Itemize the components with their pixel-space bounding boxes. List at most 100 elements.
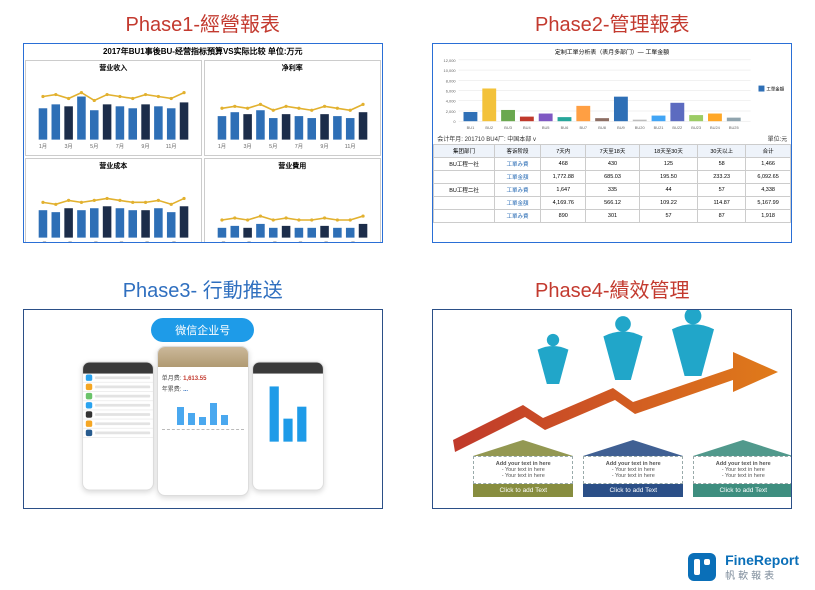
mini-chart: 营业成本1月3月5月7月9月11月 [25,158,202,243]
phase2-caption-right: 單位:元 [764,133,792,144]
svg-text:BU3: BU3 [504,125,512,130]
svg-text:4,000: 4,000 [446,99,457,104]
svg-text:2,000: 2,000 [446,109,457,114]
svg-text:BU24: BU24 [710,125,721,130]
table-row: BU工程一社工單み費468430125581,466 [434,158,791,171]
svg-text:11月: 11月 [166,143,177,150]
phase1-cell: Phase1-經營報表 2017年BU1事後BU-经营指标預算VS实际比较 单位… [18,8,388,264]
svg-text:BU4: BU4 [523,125,531,130]
phone-left [82,362,154,491]
phase1-title: Phase1-經營報表 [126,8,281,37]
svg-text:工單金額: 工單金額 [767,86,785,93]
svg-text:BU20: BU20 [635,125,646,130]
phase2-chart: 定制工單分析表（表月多部门）— 工單金額02,0004,0006,0008,00… [433,44,791,133]
svg-text:0: 0 [454,119,457,124]
svg-text:6,000: 6,000 [446,89,457,94]
svg-text:3月: 3月 [64,143,72,150]
svg-text:1月: 1月 [39,241,47,243]
svg-text:3月: 3月 [243,241,251,243]
phase4-canvas: Add your text in here- Your text in here… [433,310,791,508]
phase4-panel: Add your text in here- Your text in here… [432,309,792,509]
app-icon [86,374,92,380]
mid-bar-chart [162,395,244,425]
table-row: 工單金額4,169.76566.12109.22114.875,167.99 [434,197,791,210]
svg-text:3月: 3月 [243,143,251,150]
mini-chart-title: 净利率 [207,63,378,73]
svg-text:12,000: 12,000 [444,58,457,63]
svg-text:BU22: BU22 [673,125,683,130]
stat-line: 单月费: 1,613.55 [162,373,244,382]
app-icon [86,411,92,417]
phase2-caption-left: 会计年月: 201710 BU4厂: 中国本部 v [433,133,540,144]
svg-text:5月: 5月 [90,241,98,243]
banner-text: Add your text in here- Your text in here… [693,456,792,484]
banner-button[interactable]: Click to add Text [583,484,683,497]
phase2-title: Phase2-管理報表 [535,8,690,37]
list-item [83,374,153,383]
svg-text:BU25: BU25 [729,125,740,130]
phase2-table: 集团部门客诉阶段7天内7天至18天18天至30天30天以上合计BU工程一社工單み… [433,144,791,223]
mini-chart-title: 营业收入 [28,63,199,73]
svg-text:BU2: BU2 [486,125,494,130]
svg-text:11月: 11月 [345,143,356,150]
list-item [83,401,153,410]
phase2-panel: 定制工單分析表（表月多部门）— 工單金額02,0004,0006,0008,00… [432,43,792,243]
svg-text:9月: 9月 [320,143,328,150]
svg-text:11月: 11月 [345,241,356,243]
svg-text:定制工單分析表（表月多部门）— 工單金額: 定制工單分析表（表月多部门）— 工單金額 [555,48,669,56]
app-icon [86,393,92,399]
app-icon [86,384,92,390]
svg-text:7月: 7月 [116,143,124,150]
stat-line: 年累费: ... [162,384,244,393]
right-bar-chart [256,396,319,442]
mini-chart: 营业費用1月3月5月7月9月11月 [204,158,381,243]
phase3-cell: Phase3- 行動推送 微信企业号 单月费: 1,613.55年累费: ... [18,274,388,530]
list-item [83,410,153,419]
mini-chart: 营业收入1月3月5月7月9月11月 [25,60,202,156]
phase1-quad: 营业收入1月3月5月7月9月11月净利率1月3月5月7月9月11月营业成本1月3… [24,59,382,243]
person-icon [538,334,569,384]
footer-logo: FineReport 帆軟報表 [685,550,799,584]
svg-text:BU5: BU5 [542,125,550,130]
table-row: 工單み費89030157871,918 [434,210,791,223]
svg-text:5月: 5月 [269,241,277,243]
svg-text:11月: 11月 [166,241,177,243]
table-header: 合计 [745,145,790,158]
footer-sub: 帆軟報表 [725,567,799,582]
phase3-panel: 微信企业号 单月费: 1,613.55年累费: ... [23,309,383,509]
svg-text:3月: 3月 [64,241,72,243]
svg-text:BU8: BU8 [599,125,607,130]
svg-text:7月: 7月 [295,241,303,243]
banner: Add your text in here- Your text in here… [473,440,573,497]
phase1-panel: 2017年BU1事後BU-经营指标預算VS实际比较 单位:万元 营业收入 1月 3月… [23,43,383,243]
app-icon [86,430,92,436]
table-header: 18天至30天 [639,145,698,158]
svg-text:1月: 1月 [39,143,47,150]
app-icon [86,420,92,426]
banner-text: Add your text in here- Your text in here… [583,456,683,484]
banner: Add your text in here- Your text in here… [583,440,683,497]
svg-text:BU21: BU21 [654,125,664,130]
svg-text:5月: 5月 [269,143,277,150]
phone-middle: 单月费: 1,613.55 年累费: ... [157,346,249,496]
banner-button[interactable]: Click to add Text [693,484,792,497]
banner-button[interactable]: Click to add Text [473,484,573,497]
finereport-icon [685,550,719,584]
svg-text:BU6: BU6 [561,125,569,130]
list-item [83,392,153,401]
table-header: 7天至18天 [586,145,639,158]
banner: Add your text in here- Your text in here… [693,440,792,497]
svg-text:9月: 9月 [320,241,328,243]
phones-row: 单月费: 1,613.55 年累费: ... [24,346,382,496]
person-icon [604,316,643,380]
list-item [83,420,153,429]
phase1-header: 2017年BU1事後BU-经营指标預算VS实际比较 单位:万元 [24,44,382,59]
mini-chart: 净利率1月3月5月7月9月11月 [204,60,381,156]
svg-text:BU1: BU1 [467,125,475,130]
table-header: 集团部门 [434,145,495,158]
phase2-cell: Phase2-管理報表 定制工單分析表（表月多部门）— 工單金額 0 2,000 4,… [428,8,798,264]
app-icon [86,402,92,408]
phone-right [252,362,324,491]
svg-text:1月: 1月 [218,241,226,243]
svg-text:7月: 7月 [116,241,124,243]
